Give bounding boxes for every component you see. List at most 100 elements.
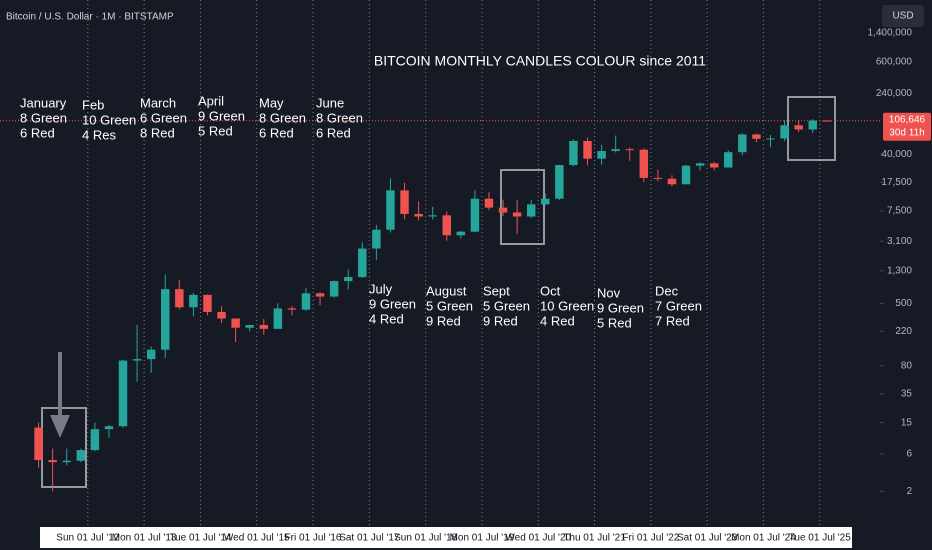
candle-body [189, 294, 198, 308]
y-tick-label: 2 [906, 486, 912, 497]
x-tick-label: Thu 01 Jul '21 [563, 533, 626, 544]
candle-body [512, 212, 522, 217]
candle-body [526, 204, 536, 217]
x-tick-label: Tue 01 Jul '14 [169, 533, 232, 544]
annotation-text: 6 Green [140, 110, 187, 125]
candle-body [597, 151, 606, 159]
candle-body [681, 165, 691, 185]
x-tick-label: Mon 01 Jul '24 [731, 533, 796, 544]
y-tick-label: 600,000 [876, 57, 913, 68]
candle-body [766, 138, 775, 140]
highlight-box [500, 169, 545, 245]
candle-body [76, 450, 86, 461]
annotation-text: 7 Red [655, 313, 690, 328]
candle-body [695, 163, 705, 166]
annotation-text: Nov [597, 285, 621, 300]
candle-body [259, 325, 268, 329]
candle-body [752, 134, 761, 139]
y-tick-label: 7,500 [887, 206, 912, 217]
x-tick-label: Fri 01 Jul '16 [285, 533, 342, 544]
annotation-text: June [316, 95, 344, 110]
candle-body [794, 125, 803, 130]
annotation-text: 4 Res [82, 127, 116, 142]
annotation-text: 8 Green [20, 110, 67, 125]
annotation-text: Sept [483, 283, 510, 298]
annotation-text: May [259, 95, 284, 110]
candle-body [667, 178, 677, 185]
annotation-text: 8 Red [140, 125, 175, 140]
candle-body [709, 163, 719, 168]
y-tick-label: 1,400,000 [868, 28, 913, 39]
annotation-text: 4 Red [369, 311, 404, 326]
candle-body [104, 426, 114, 430]
candle-body [358, 248, 367, 278]
y-tick-label: 35 [901, 388, 913, 399]
currency-button[interactable] [882, 5, 924, 27]
y-tick-label: 3,100 [887, 236, 912, 247]
annotation-text: 9 Red [483, 313, 518, 328]
candle-body [203, 294, 212, 312]
candle-body [161, 289, 170, 350]
candle-body [62, 460, 71, 463]
symbol-header: Bitcoin / U.S. Dollar · 1M · BITSTAMP [6, 12, 174, 23]
y-tick-label: 500 [895, 298, 912, 309]
y-tick-label: 80 [901, 360, 913, 371]
currency-label[interactable]: USD [892, 11, 913, 22]
annotation-text: August [426, 283, 467, 298]
candle-body [287, 308, 297, 310]
candle-body [541, 198, 550, 205]
y-tick-label: 6 [906, 449, 912, 460]
annotation-text: January [20, 95, 67, 110]
annotation-text: 6 Red [316, 125, 351, 140]
candle-body [315, 293, 325, 297]
candle-body [301, 293, 311, 310]
candle-body [808, 120, 817, 130]
candle-body [456, 231, 466, 236]
annotation-text: 8 Green [316, 110, 363, 125]
candle-body [625, 149, 634, 151]
candle-body [555, 165, 564, 199]
candles [34, 119, 832, 492]
annotation-text: 8 Green [259, 110, 306, 125]
x-tick-label: Fri 01 Jul '22 [622, 533, 679, 544]
candle-body [344, 277, 353, 282]
annotation-text: 6 Red [259, 125, 294, 140]
candle-body [780, 125, 789, 139]
candle-body [217, 311, 226, 319]
candle-body [48, 460, 57, 463]
candle-body [822, 120, 832, 122]
annotation-text: 10 Green [540, 298, 594, 313]
candle-body [442, 215, 451, 236]
x-tick-label: Wed 01 Jul '15 [224, 533, 290, 544]
x-tick-label: Sun 01 Jul '18 [394, 533, 458, 544]
candle-body [484, 198, 494, 208]
candle-body [428, 215, 437, 217]
candle-body [146, 349, 156, 360]
annotation-text: July [369, 281, 393, 296]
y-tick-label: 1,300 [887, 265, 912, 276]
x-tick-label: Sun 01 Jul '12 [56, 533, 120, 544]
annotation-text: April [198, 93, 224, 108]
chart-title: BITCOIN MONTHLY CANDLES COLOUR since 201… [374, 53, 706, 69]
x-tick-label: Wed 01 Jul '20 [505, 533, 571, 544]
annotation-text: Feb [82, 97, 104, 112]
candle-body [372, 229, 381, 249]
annotation-text: 9 Green [198, 108, 245, 123]
annotation-text: 7 Green [655, 298, 702, 313]
annotation-text: 5 Green [426, 298, 473, 313]
candle-body [498, 207, 508, 213]
countdown-label: 30d 11h [889, 127, 924, 138]
candle-body [231, 318, 240, 328]
annotation-text: 9 Green [369, 296, 416, 311]
candle-body [273, 308, 283, 329]
candle-body [400, 190, 409, 214]
candle-body [639, 149, 649, 178]
candle-body [653, 177, 663, 179]
candle-body [414, 213, 423, 217]
candle-body [583, 141, 592, 159]
x-tick-label: Mon 01 Jul '19 [450, 533, 515, 544]
candle-body [386, 190, 395, 230]
y-tick-label: 220 [895, 326, 912, 337]
candle-body [329, 281, 339, 297]
